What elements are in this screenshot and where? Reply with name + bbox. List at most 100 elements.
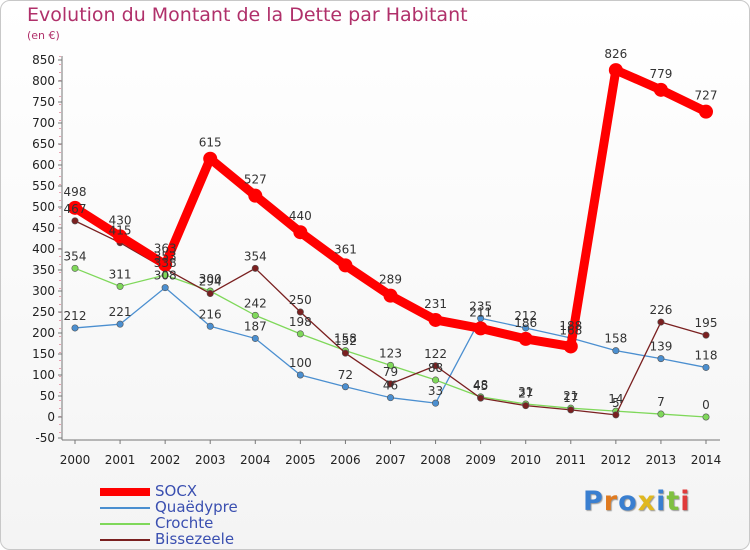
y-tick-label: 700 [32,116,55,130]
data-point [567,406,575,414]
data-label: 338 [154,256,177,270]
data-label: 7 [657,395,665,409]
data-label: 467 [64,202,87,216]
y-tick-label: 350 [32,263,55,277]
legend-swatch-crochte [100,523,150,525]
y-tick-label: 750 [32,95,55,109]
data-label: 168 [559,323,582,337]
data-point [702,331,710,339]
logo-letter: o [618,486,638,517]
x-tick-label: 2012 [601,453,632,467]
data-label: 221 [109,305,132,319]
data-point [248,188,263,203]
data-label: 226 [649,303,672,317]
data-point [657,410,665,418]
x-tick-label: 2011 [556,453,587,467]
y-tick-label: 400 [32,242,55,256]
data-label: 212 [64,309,87,323]
chart-title: Evolution du Montant de la Dette par Hab… [27,4,468,26]
data-point [702,363,710,371]
data-point [71,264,79,272]
data-label: 17 [563,391,578,405]
data-point [473,321,488,336]
data-label: 100 [289,356,312,370]
data-label: 354 [244,249,267,263]
x-tick-label: 2006 [330,453,361,467]
y-tick-label: 800 [32,74,55,88]
logo-letter: i [680,486,691,517]
data-label: 88 [428,361,443,375]
data-label: 826 [604,47,627,61]
legend-label-quaedypre: Quaëdypre [155,498,238,516]
data-point [206,322,214,330]
data-label: 727 [695,89,718,103]
y-tick-label: 250 [32,305,55,319]
data-label: 779 [649,67,672,81]
data-point [432,362,440,370]
data-point [653,82,668,97]
data-label: 415 [109,224,132,238]
data-label: 118 [695,348,718,362]
data-label: 152 [334,334,357,348]
data-point [113,229,128,244]
data-label: 212 [514,309,537,323]
y-tick-label: 450 [32,221,55,235]
data-point [608,63,623,78]
data-label: 198 [289,315,312,329]
x-tick-label: 2009 [465,453,496,467]
data-point [428,312,443,327]
y-tick-label: 150 [32,347,55,361]
data-point [116,320,124,328]
data-point [657,318,665,326]
data-label: 79 [383,365,398,379]
proxiti-logo: Proxiti [583,486,691,517]
x-tick-label: 2010 [510,453,541,467]
data-point [71,324,79,332]
data-label: 123 [379,346,402,360]
data-label: 235 [469,299,492,313]
data-point [432,376,440,384]
data-label: 31 [518,385,533,399]
data-label: 311 [109,267,132,281]
data-point [341,383,349,391]
data-point [341,349,349,357]
data-label: 308 [154,269,177,283]
data-label: 14 [608,392,623,406]
x-tick-label: 2013 [646,453,677,467]
data-point [296,371,304,379]
data-label: 158 [334,332,357,346]
data-point [699,104,713,119]
data-label: 498 [64,185,87,199]
data-label: 27 [518,387,533,401]
y-tick-label: 200 [32,326,55,340]
legend-item-crochte: Crochte [100,514,320,532]
data-point [296,330,304,338]
data-label: 289 [379,273,402,287]
y-tick-label: 300 [32,284,55,298]
data-point [293,225,308,240]
data-label: 46 [383,379,398,393]
data-point [296,308,304,316]
data-point [203,151,218,166]
logo-letter: r [603,486,619,517]
data-label: 242 [244,296,267,310]
data-label: 363 [154,242,177,256]
legend-item-socx: SOCX [100,482,320,500]
data-point [383,288,398,303]
data-point [522,402,530,410]
data-point [563,339,578,354]
x-tick-label: 2004 [240,453,271,467]
data-label: 294 [199,275,222,289]
data-label: 527 [244,173,267,187]
logo-letter: t [666,486,681,517]
legend-swatch-quaedypre [100,507,150,509]
data-point [116,282,124,290]
data-point [251,264,259,272]
legend-item-bissezeele: Bissezeele [100,530,320,548]
x-tick-label: 2000 [60,453,91,467]
data-label: 186 [514,316,537,330]
x-tick-label: 2003 [195,453,226,467]
x-tick-label: 2001 [105,453,136,467]
